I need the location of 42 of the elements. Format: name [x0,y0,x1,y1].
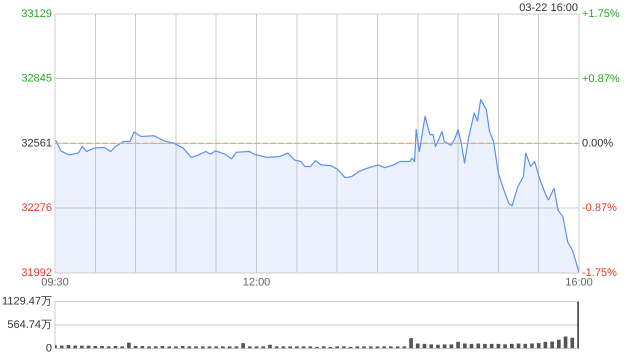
y-tick-label: 31992 [21,266,52,279]
bar [80,346,84,348]
y2-tick-label: -0.87% [582,202,618,214]
y-tick-label: 32845 [21,72,52,85]
bar [73,346,77,348]
y-tick-label: 564.74万 [7,319,52,332]
bar [60,346,64,348]
y2-tick-label: -1.75% [582,266,618,279]
bar [409,338,413,348]
bar [470,344,474,348]
bar [570,338,574,348]
bar [530,344,534,348]
y-tick-label: 1129.47万 [2,296,52,308]
y-tick-label: 0 [46,342,52,354]
bar [268,344,272,348]
y-tick-label: 33129 [21,8,52,20]
bar [127,342,131,348]
bar [536,343,541,348]
bar [544,342,548,348]
annotation: 03-22 16:00 [519,2,578,14]
bar [550,341,554,348]
bar [416,344,420,348]
bar [516,344,520,348]
x-tick-label: 16:00 [565,276,593,288]
bar [422,344,426,348]
y2-tick-label: 0.00% [582,137,614,150]
y-tick-label: 32276 [21,202,52,214]
x-tick-label: 12:00 [242,276,270,288]
y2-tick-label: +0.87% [582,73,620,86]
bar [483,344,487,348]
bar [462,344,467,348]
x-tick-label: 09:30 [41,276,69,288]
bar [476,344,480,348]
bar [557,340,561,348]
bar [241,343,245,348]
bar [86,346,90,348]
bar [564,336,568,348]
bar [456,342,460,348]
bar [66,345,70,348]
bar [436,344,440,348]
y-tick-label: 32561 [21,137,52,150]
y2-tick-label: +1.75% [582,8,620,20]
